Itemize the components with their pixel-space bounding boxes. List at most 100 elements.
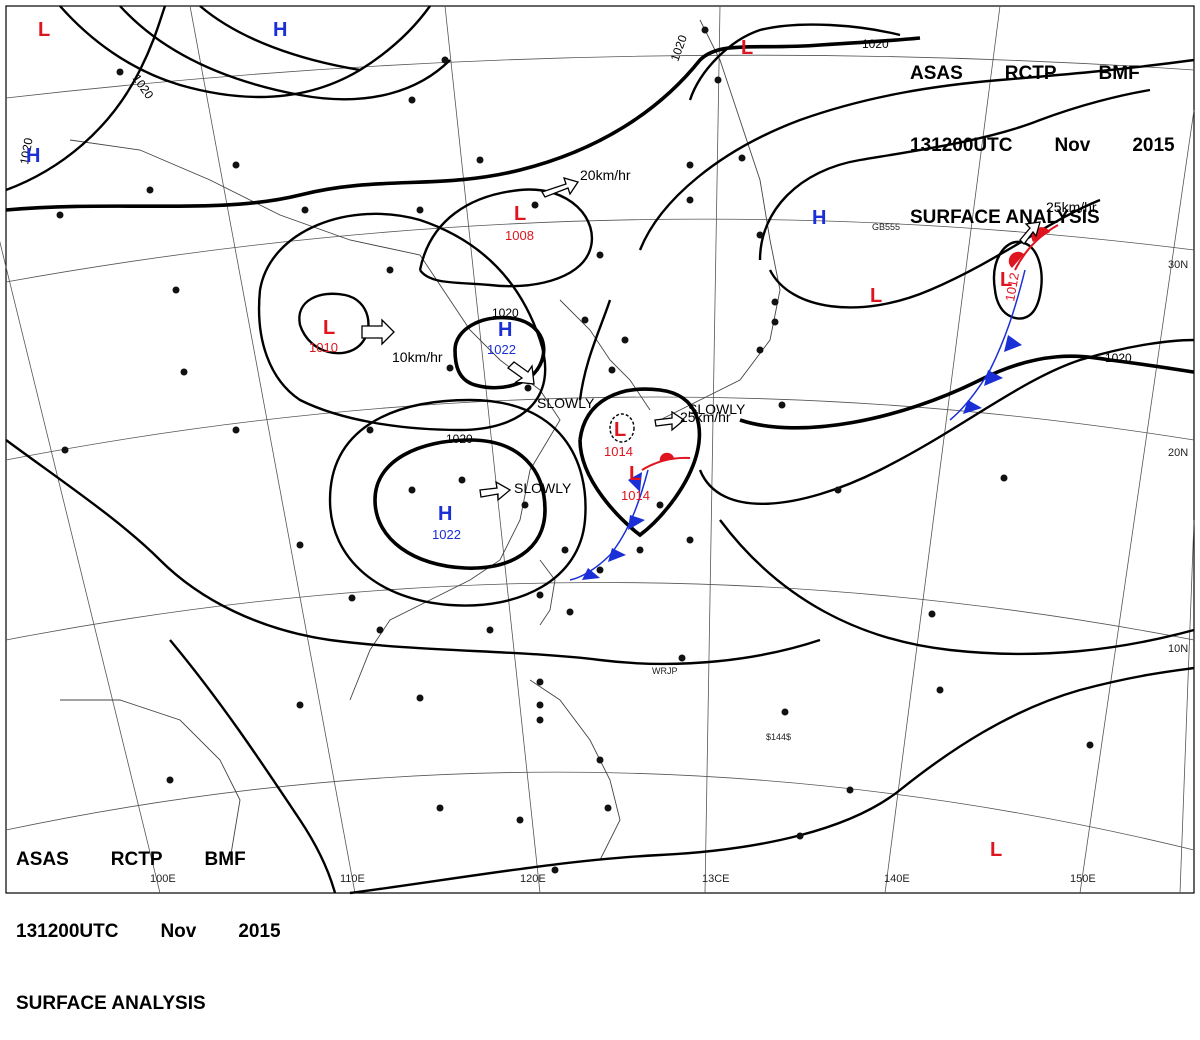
low-center: L: [323, 317, 335, 339]
movement-arrow: [361, 318, 395, 346]
movement-labels: 20km/hr 10km/hr SLOWLY SLOWLY SLOWLY 25k…: [392, 167, 1097, 496]
header-month: Nov: [160, 921, 197, 942]
high-center: H: [26, 145, 40, 167]
warm-fronts: [641, 224, 1059, 471]
header-month: Nov: [1054, 135, 1091, 156]
header-year: 2015: [238, 921, 281, 942]
header-agency: ASAS: [910, 63, 963, 84]
isobar-low-1010: [298, 292, 370, 355]
isobar-low-1008: [418, 188, 593, 288]
low-center: L: [870, 285, 882, 307]
isobar-high-1022-south: [373, 438, 547, 570]
isobar-label: 1020: [1105, 351, 1132, 365]
low-center: L: [990, 839, 1002, 861]
isobar-ring-large: [257, 212, 547, 432]
header-year: 2015: [1132, 135, 1175, 156]
cold-front-barb: [628, 472, 642, 492]
lon-label: 110E: [340, 873, 365, 885]
movement-arrows: [361, 177, 1041, 502]
pressure-centers: L H H L L H H L L H L L L L: [26, 19, 1012, 861]
high-center: H: [812, 207, 826, 229]
movement-arrow: [506, 361, 535, 385]
header-top: ASAS RCTP BMF 131200UTC Nov 2015 SURFACE ANA…: [910, 14, 1175, 254]
cold-front-east: [949, 269, 1026, 421]
isobar-south-3: [349, 666, 1195, 895]
isobar-north-4: [199, 5, 361, 72]
cold-fronts: [569, 269, 1026, 581]
cold-front-barb: [963, 400, 982, 414]
isobar-1020-east: [739, 354, 1195, 430]
movement-label: 10km/hr: [392, 349, 443, 365]
isobar-1020-north: [5, 36, 921, 212]
header-office: BMF: [1098, 63, 1140, 84]
header-time: 131200UTC: [910, 135, 1013, 156]
low-pressure-value: 1012: [1002, 271, 1022, 302]
isobar-pacific-north: [638, 58, 1195, 251]
movement-label: SLOWLY: [688, 401, 746, 417]
isobar-label: 1020: [130, 72, 157, 102]
lat-label: 10N: [1168, 643, 1188, 655]
isobar-high-1022-north: [453, 315, 546, 390]
cold-front-barb: [628, 515, 645, 530]
meridian-120e: [444, 5, 541, 894]
lat-label: 30N: [1168, 259, 1188, 271]
header-agency: ASAS: [16, 849, 69, 870]
low-center: L: [614, 419, 626, 441]
movement-arrow: [654, 410, 686, 432]
low-pressure-value: 1014: [621, 488, 650, 503]
lat-circle-30n: [5, 218, 1195, 283]
isobar-label: 1020: [492, 306, 519, 320]
isobar-ring-south: [328, 398, 587, 607]
cold-front-barb: [984, 370, 1003, 386]
movement-label: 20km/hr: [580, 167, 631, 183]
weather-map: 1020 1020 1020 1020 1020 1020 1020: [0, 5, 1195, 1014]
isobars: [5, 5, 1195, 895]
low-center: L: [514, 203, 526, 225]
warm-front-bump: [1008, 251, 1024, 268]
header-bottom: ASAS RCTP BMF 131200UTC Nov 2015 SURFACE ANA…: [16, 800, 281, 1040]
isobar-label: 1020: [446, 432, 473, 446]
header-office: BMF: [204, 849, 246, 870]
isobar-low-1014: [578, 387, 702, 538]
coast-taiwan: [539, 559, 556, 626]
header-station: RCTP: [110, 849, 163, 870]
cold-front-barb: [1004, 335, 1022, 352]
lat-label: 20N: [1168, 447, 1188, 459]
movement-label: 25km/hr: [680, 409, 731, 425]
coast-philippines: [529, 679, 621, 861]
cold-front-barb: [582, 568, 600, 580]
cold-front-barb: [608, 548, 626, 562]
lon-label: 140E: [884, 873, 910, 885]
high-pressure-value: 1022: [487, 342, 516, 357]
meridian-100e: [0, 240, 161, 894]
station-plots: [56, 26, 1094, 874]
movement-arrow: [479, 480, 512, 502]
lat-labels: 30N 20N 10N: [1168, 259, 1188, 655]
graticule: [0, 5, 1195, 894]
low-pressure-value: 1010: [309, 340, 338, 355]
isobar-north-2: [59, 5, 431, 99]
coastlines: [60, 19, 781, 861]
isobar-south-1: [5, 439, 821, 666]
movement-arrow: [1019, 221, 1041, 245]
header-station: RCTP: [1004, 63, 1057, 84]
isobar-east: [698, 338, 1195, 506]
high-pressure-value: 1022: [432, 527, 461, 542]
isobar-south-2: [169, 639, 337, 894]
meridian-110e: [189, 5, 356, 894]
lat-circle-10n: [5, 582, 1195, 641]
low-center: L: [741, 37, 753, 59]
low-center: L: [629, 463, 641, 485]
low-center: L: [1000, 269, 1012, 291]
coast-china: [69, 139, 561, 701]
coast-indochina: [60, 699, 241, 861]
lat-circle-0: [5, 771, 1195, 851]
isobar-label: 1020: [862, 37, 889, 51]
surface-analysis-chart: 1020 1020 1020 1020 1020 1020 1020: [0, 5, 1195, 895]
header-time: 131200UTC: [16, 921, 119, 942]
lon-label: 100E: [150, 873, 176, 885]
low-pressure-value: 1008: [505, 228, 534, 243]
header-title: SURFACE ANALYSIS: [16, 993, 206, 1014]
high-center: H: [438, 503, 452, 525]
lat-circle-20n: [5, 396, 1195, 461]
